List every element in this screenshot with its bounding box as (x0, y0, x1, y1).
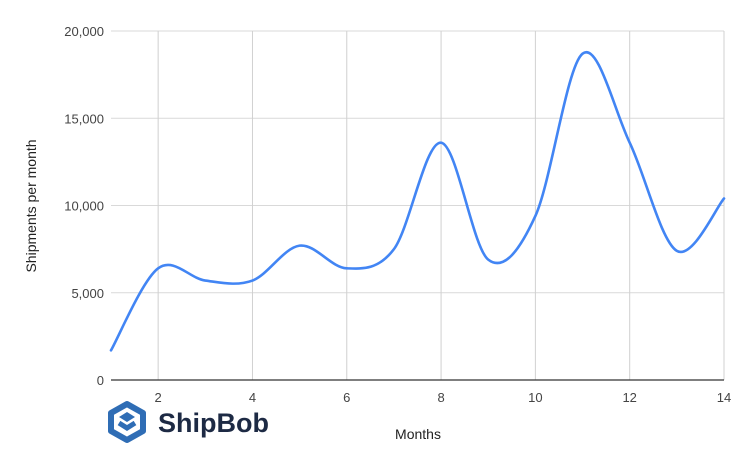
y-tick-label: 15,000 (64, 111, 104, 126)
y-tick-labels: 0 5,000 10,000 15,000 20,000 (64, 24, 104, 388)
logo-text: ShipBob (158, 408, 269, 438)
x-tick-label: 8 (437, 390, 444, 405)
x-tick-labels: 2 4 6 8 10 12 14 (155, 390, 732, 405)
x-tick-label: 2 (155, 390, 162, 405)
x-tick-label: 12 (622, 390, 636, 405)
y-tick-label: 20,000 (64, 24, 104, 39)
shipbob-logo: ShipBob (108, 401, 269, 443)
gridlines (111, 30, 725, 381)
x-tick-label: 10 (528, 390, 542, 405)
x-axis-title: Months (395, 426, 441, 442)
series-lines (109, 50, 726, 352)
x-tick-label: 4 (249, 390, 256, 405)
series-line (109, 50, 726, 352)
y-tick-label: 5,000 (71, 286, 104, 301)
y-tick-label: 0 (97, 373, 104, 388)
y-axis-title: Shipments per month (23, 139, 39, 272)
shipbob-cube-icon (108, 401, 146, 443)
y-tick-label: 10,000 (64, 199, 104, 214)
x-tick-label: 14 (717, 390, 731, 405)
x-tick-label: 6 (343, 390, 350, 405)
